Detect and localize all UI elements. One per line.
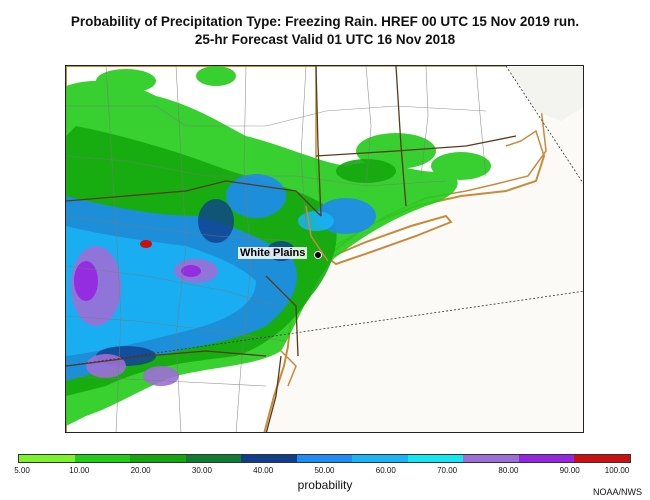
legend-swatch [463,455,519,462]
legend-tick-label: 60.00 [375,466,396,475]
legend-swatch [185,455,242,462]
legend-swatch [241,455,297,462]
northeast-land [506,66,583,121]
map-canvas [66,66,583,432]
state-boundaries [66,66,517,432]
legend-swatch [130,455,186,462]
legend-tick-label: 40.00 [253,466,274,475]
legend-tick-label: 20.00 [130,466,151,475]
legend-swatch [74,455,131,462]
legend-tick-label: 100.00 [604,466,630,475]
city-marker-dot [314,251,322,259]
legend-tick-label: 70.00 [437,466,458,475]
legend-tick-label: 80.00 [498,466,519,475]
legend-tick-label: 10.00 [69,466,90,475]
coastline-detail [280,129,545,387]
legend-tick-label: 50.00 [314,466,335,475]
legend-tick-label: 5.00 [14,466,30,475]
legend-swatch [296,455,353,462]
legend-swatch [352,455,408,462]
legend-label: probability [297,478,353,492]
chart-title-line-1: Probability of Precipitation Type: Freez… [70,14,580,29]
legend-color-bar [18,454,631,463]
legend-tick-label: 90.00 [559,466,580,475]
precip-violet [74,261,201,301]
county-lines [66,66,487,432]
map-frame: White Plains [65,65,584,433]
credit-label: NOAA/NWS [592,487,642,497]
legend-swatch [19,455,75,462]
legend-swatch [574,455,631,462]
long-island [326,214,453,266]
legend-swatch [407,455,464,462]
city-label-white-plains: White Plains [238,247,308,259]
graticule [66,66,583,367]
legend-swatch [518,455,575,462]
legend-tick-label: 30.00 [191,466,212,475]
chart-title-line-2: 25-hr Forecast Valid 01 UTC 16 Nov 2018 [194,32,456,47]
precip-red [140,240,152,248]
